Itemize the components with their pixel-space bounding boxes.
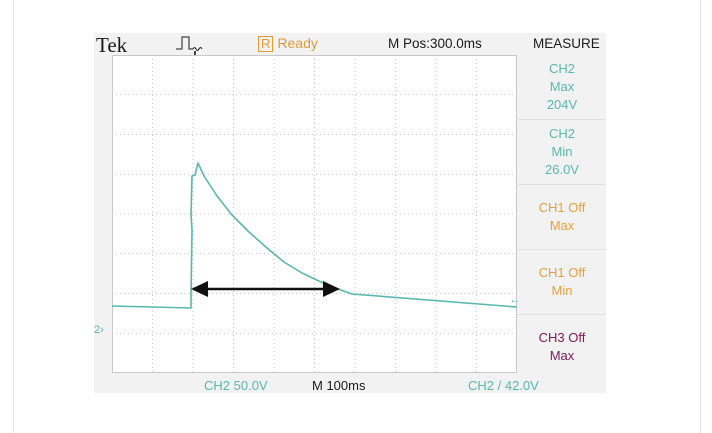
trigger-readout: CH2 / 42.0V (468, 378, 539, 393)
waveform-graticule (112, 55, 517, 373)
measure-menu-title: MEASURE (533, 36, 600, 51)
measure-slot-5[interactable]: CH3 Off Max (518, 315, 606, 379)
measure-slot-3-type: Max (549, 218, 575, 233)
measure-slot-3[interactable]: CH1 Off Max (518, 185, 606, 250)
status-text: Ready (277, 35, 318, 51)
acquisition-status: R Ready (258, 35, 318, 52)
measure-slot-2-type: Min (551, 144, 573, 159)
measure-slot-1[interactable]: CH2 Max 204V (518, 55, 606, 120)
frame-left-border (13, 0, 14, 433)
ch2-marker-label: 2 (94, 324, 101, 336)
graticule-gridlines (112, 55, 517, 373)
measure-slot-1-source: CH2 (548, 61, 575, 76)
measure-slot-2[interactable]: CH2 Min 26.0V (518, 120, 606, 185)
ch2-vertical-scale: CH2 50.0V (204, 378, 268, 393)
frame-right-border (700, 0, 701, 433)
trigger-level-marker: ← (509, 292, 521, 306)
measure-slot-3-source: CH1 Off (538, 200, 586, 215)
measure-slot-1-value: 204V (546, 97, 578, 112)
timebase-readout: M 100ms (312, 378, 366, 393)
ch2-waveform-trace (112, 162, 517, 309)
measure-slot-4-type: Min (551, 283, 573, 298)
horizontal-position-readout: M Pos:300.0ms (388, 36, 482, 51)
ch2-ground-marker: 2› (94, 324, 104, 336)
time-span-double-arrow (191, 281, 340, 297)
measure-slot-5-source: CH3 Off (538, 330, 586, 345)
measure-slot-2-source: CH2 (548, 126, 575, 141)
brand-label: Tek (96, 33, 128, 57)
measure-slot-4[interactable]: CH1 Off Min (518, 250, 606, 315)
status-run-badge: R (258, 36, 274, 52)
measure-slot-1-type: Max (549, 79, 575, 94)
measure-slot-4-source: CH1 Off (538, 265, 586, 280)
measure-side-panel: CH2 Max 204V CH2 Min 26.0V CH1 Off Max C… (518, 55, 606, 379)
measure-slot-2-value: 26.0V (545, 162, 579, 177)
measure-slot-5-type: Max (549, 348, 575, 363)
